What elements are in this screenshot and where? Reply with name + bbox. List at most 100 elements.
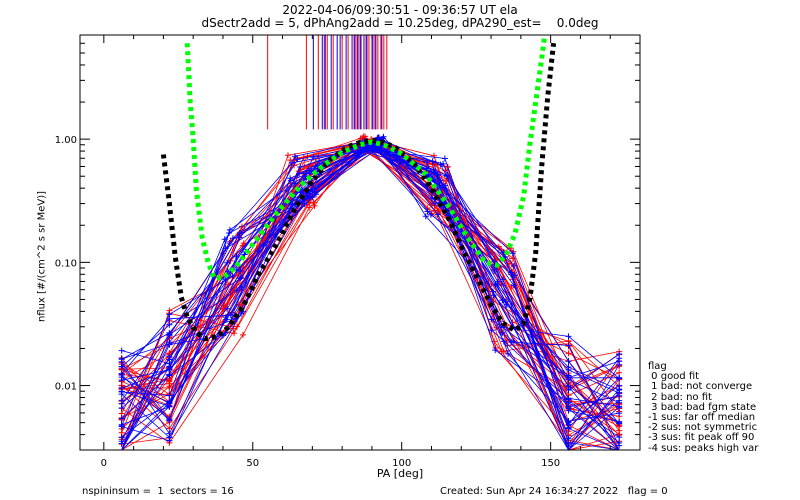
red-series-line-point — [310, 199, 317, 206]
red-series-line-point — [306, 204, 313, 211]
blue-series-line-point — [374, 134, 381, 141]
red-series-line-point — [240, 331, 247, 338]
blue-series-line-point — [118, 385, 125, 392]
blue-series-line-point — [431, 200, 438, 207]
blue-series-line-point — [221, 236, 228, 243]
plot-frame — [79, 34, 641, 451]
y-axis-label: nflux [#/(cm^2 s sr MeV)] — [36, 190, 48, 323]
blue-series-line-point — [118, 363, 125, 370]
blue-series-line-point — [616, 355, 623, 362]
blue-series-line-point — [424, 208, 431, 215]
y-tick-label: 0.01 — [55, 382, 77, 393]
blue-series-line-point — [301, 201, 308, 208]
legend-item: 0 good fit — [648, 371, 700, 383]
blue-series-line-point — [494, 278, 501, 285]
x-tick-label: 50 — [246, 458, 259, 469]
blue-series-line-point — [616, 390, 623, 397]
blue-series-line-point — [357, 147, 364, 154]
blue-series-line-point — [510, 338, 517, 345]
blue-series-line-point — [508, 271, 515, 278]
axis-ticks: 0 50 100 150 0.01 0.10 1.00 — [55, 34, 640, 469]
red-series-line-point — [231, 330, 238, 337]
red-series-line-point — [230, 325, 237, 332]
blue-series-line-point — [435, 171, 442, 178]
fit-curves — [160, 34, 557, 342]
legend-item: -4 sus: peaks high var — [648, 442, 759, 454]
blue-series-line-point — [118, 440, 125, 447]
blue-series-line-point — [565, 405, 572, 412]
blue-series-line-point — [616, 410, 623, 417]
blue-series-line-point — [616, 375, 623, 382]
footer-sector-info: nspininsum = 1 sectors = 16 — [82, 486, 234, 497]
blue-series-line-point — [224, 305, 231, 312]
red-series-line-point — [431, 152, 438, 159]
y-tick-label: 1.00 — [55, 135, 77, 146]
blue-series-line-point — [166, 434, 173, 441]
blue-series-line-point — [499, 329, 506, 336]
blue-series-line-point — [491, 267, 498, 274]
blue-series-line-point — [434, 211, 441, 218]
blue-series-line-point — [492, 347, 499, 354]
blue-series-line-point — [287, 177, 294, 184]
blue-series-line-point — [118, 415, 125, 422]
blue-series-line-point — [565, 376, 572, 383]
legend-item: -3 sus: fit peak off 90 — [648, 432, 755, 444]
blue-series-line-point — [236, 229, 243, 236]
legend-title: flag — [648, 361, 667, 372]
blue-series-line-point — [498, 324, 505, 331]
legend-item: -2 sus: not symmetric — [648, 422, 758, 434]
y-tick-label: 0.10 — [55, 258, 77, 269]
blue-series-line-point — [310, 154, 317, 161]
blue-series-group — [118, 133, 623, 451]
blue-series-line-point — [166, 416, 173, 423]
blue-series-line-point — [118, 347, 125, 354]
blue-series-line-point — [297, 164, 304, 171]
black-dotted-fit — [160, 42, 557, 342]
blue-series-line-point — [237, 275, 244, 282]
blue-series-line-point — [565, 383, 572, 390]
blue-series-line-point — [565, 366, 572, 373]
blue-series-line-point — [118, 355, 125, 362]
blue-series-line-point — [166, 339, 173, 346]
flag-legend: flag 0 good fit 1 bad: not converge 2 ba… — [648, 361, 759, 454]
blue-series-line-point — [294, 156, 301, 163]
blue-series-line-point — [233, 287, 240, 294]
blue-series-line-point — [313, 191, 320, 198]
blue-series-line-point — [224, 259, 231, 266]
blue-series-line-point — [511, 262, 518, 269]
blue-series-line-point — [222, 245, 229, 252]
blue-series-line-point — [166, 356, 173, 363]
blue-series-line-point — [166, 392, 173, 399]
blue-series-line — [121, 149, 620, 444]
blue-series-line-point — [505, 350, 512, 357]
red-series-line-point — [166, 378, 173, 385]
legend-item: 1 bad: not converge — [648, 381, 753, 393]
blue-series-line-point — [440, 160, 447, 167]
blue-series-line-point — [429, 158, 436, 165]
blue-series-line-point — [241, 251, 248, 258]
red-series-line-point — [311, 202, 318, 209]
blue-series-line-point — [616, 420, 623, 427]
blue-series-line-point — [166, 321, 173, 328]
x-tick-label: 100 — [392, 458, 411, 469]
red-series-line-point — [616, 369, 623, 376]
top-markers — [267, 35, 388, 130]
legend-item: -1 sus: far off median — [648, 412, 756, 424]
blue-series-line-point — [118, 391, 125, 398]
blue-series-line-point — [509, 250, 516, 257]
red-series-line-point — [498, 348, 505, 355]
green-dotted-fit — [184, 34, 548, 281]
blue-series-line-point — [312, 163, 319, 170]
blue-series-line-point — [616, 439, 623, 446]
blue-series-line-point — [166, 331, 173, 338]
blue-series-line-point — [118, 423, 125, 430]
red-series-line — [121, 140, 620, 444]
blue-series-line-point — [616, 434, 623, 441]
blue-series-line-point — [237, 268, 244, 275]
blue-series-line-point — [511, 272, 518, 279]
blue-series-line-point — [429, 195, 436, 202]
blue-series-line-point — [488, 327, 495, 334]
blue-series-line — [121, 148, 620, 451]
blue-series-line-point — [229, 273, 236, 280]
